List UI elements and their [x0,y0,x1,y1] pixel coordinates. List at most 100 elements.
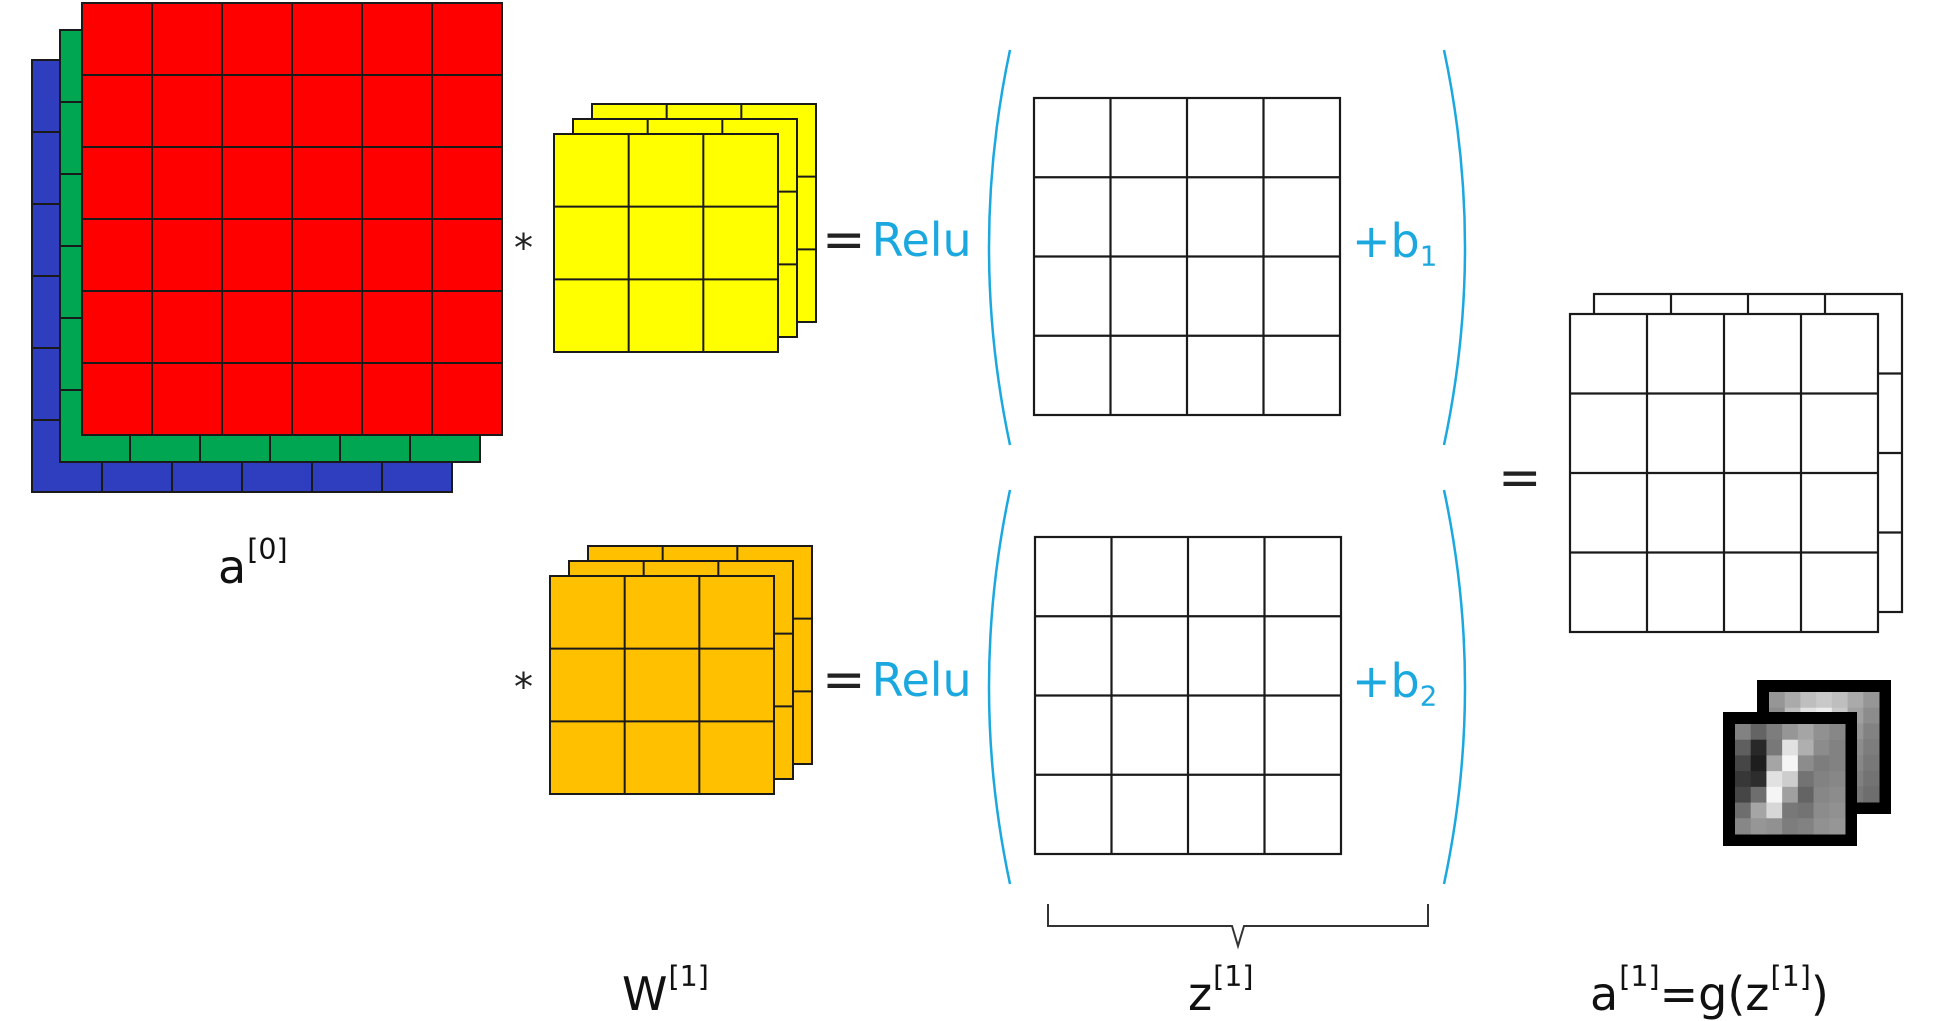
feature-map-thumbnail-front-pixel [1829,802,1846,819]
bias-term-1: +b1 [1352,214,1437,272]
feature-map-thumbnail-front-pixel [1782,724,1799,741]
feature-map-thumbnail-front-pixel [1766,771,1783,788]
feature-map-thumbnail-front-pixel [1813,755,1830,772]
z-label-sup: [1] [1213,960,1254,993]
feature-map-thumbnail-front-pixel [1735,755,1752,772]
feature-map-thumbnail-front-pixel [1782,802,1799,819]
feature-map-thumbnail-front-pixel [1797,755,1815,772]
feature-map-thumbnail-front-pixel [1735,786,1752,804]
feature-map-thumbnail-front-pixel [1750,802,1767,819]
relu-label-2: Relu [871,653,972,707]
feature-map-thumbnail-back-pixel [1769,692,1786,709]
feature-map-thumbnail-front-pixel [1829,818,1846,835]
equals-sign-1: = [822,210,866,270]
bias-prefix-1: +b [1352,214,1420,268]
relu-expression-1: = Relu [822,214,972,266]
z-grid-1 [1032,96,1342,417]
feature-map-thumbnail-back-pixel [1831,692,1849,709]
feature-map-thumbnail-front-pixel [1750,755,1767,772]
feature-map-thumbnail-back-pixel [1863,692,1880,709]
feature-map-thumbnail-front-pixel [1766,818,1783,835]
feature-map-thumbnail-front-pixel [1829,755,1846,772]
feature-map-thumbnail-front-pixel [1735,802,1752,819]
feature-map-thumbnail-back-pixel [1800,692,1817,709]
relu-expression-2: = Relu [822,654,972,706]
feature-map-thumbnail-front-pixel [1735,818,1752,835]
feature-map-thumbnail-front-pixel [1797,802,1815,819]
feature-map-thumbnail-front-pixel [1797,771,1815,788]
feature-map-thumbnail-front-pixel [1797,786,1815,804]
feature-map-thumbnail-front-pixel [1813,802,1830,819]
right-paren-2 [1442,489,1467,885]
weights-label-base: W [622,967,668,1021]
feature-map-thumbnail-back-pixel [1863,739,1880,756]
z-grid-2 [1033,535,1343,856]
activation-label-sup: [1] [1619,960,1660,993]
feature-map-thumbnail-front-pixel [1829,739,1846,756]
z-label-base: z [1188,967,1213,1021]
feature-map-thumbnail-back-pixel [1816,692,1833,709]
equals-sign-2: = [822,650,866,710]
feature-map-thumbnail-front-pixel [1782,755,1799,772]
z-brace [1047,904,1429,950]
feature-map-thumbnail-front-pixel [1735,771,1752,788]
feature-map-thumbnail-back-pixel [1863,723,1880,740]
activation-label: a[1]=g(z[1]) [1590,960,1829,1021]
convolution-operator-1: * [514,226,533,270]
feature-map-thumbnail-back-pixel [1863,786,1880,803]
feature-map-thumbnail-front-pixel [1813,771,1830,788]
feature-map-thumbnail-front-pixel [1766,786,1783,804]
feature-map-thumbnail-front-pixel [1782,739,1799,756]
feature-map-thumbnail-front-pixel [1813,818,1830,835]
feature-map-thumbnail-front-pixel [1829,786,1846,804]
feature-map-thumbnail-front-pixel [1766,739,1783,756]
feature-map-thumbnail-front-pixel [1829,771,1846,788]
feature-map-thumbnail-front-pixel [1782,818,1799,835]
feature-map-thumbnail-front-pixel [1782,786,1799,804]
right-paren-1 [1442,49,1467,446]
left-paren-1 [987,49,1012,446]
feature-map-thumbnail-front-pixel [1797,724,1815,741]
convolution-operator-2: * [514,665,533,709]
feature-map-thumbnail-front-pixel [1750,739,1767,756]
input-label-base: a [218,540,247,595]
activation-label-end: ) [1810,967,1829,1021]
activation-label-base: a [1590,967,1619,1021]
input-volume-label: a[0] [218,533,288,594]
left-paren-2 [987,489,1012,885]
bias-sub-2: 2 [1419,679,1438,713]
feature-map-thumbnail-front [1723,712,1857,846]
filter-1-slice-frame [553,133,779,353]
bias-term-2: +b2 [1352,654,1437,712]
weights-label-sup: [1] [668,960,709,993]
feature-map-thumbnail-front-pixel [1829,724,1846,741]
feature-map-thumbnail-front-pixel [1797,818,1815,835]
weights-label: W[1] [622,960,709,1021]
filter-2-slice-frame [549,575,775,795]
feature-map-thumbnail-front-pixel [1766,802,1783,819]
bias-sub-1: 1 [1419,239,1438,273]
input-label-sup: [0] [247,533,288,566]
input-channel-red [81,2,503,436]
feature-map-thumbnail-back-pixel [1863,770,1880,787]
feature-map-thumbnail-front-pixel [1782,771,1799,788]
feature-map-thumbnail-front-pixel [1735,739,1752,756]
feature-map-thumbnail-front-pixel [1735,724,1752,741]
feature-map-thumbnail-front-pixel [1766,724,1783,741]
feature-map-thumbnail-front-pixel [1813,724,1830,741]
feature-map-thumbnail-front-pixel [1813,739,1830,756]
filter-2-slice [549,575,775,795]
feature-map-thumbnail-front-pixel [1750,724,1767,741]
feature-map-thumbnail-front-pixel [1813,786,1830,804]
feature-map-thumbnail-front-pixel [1750,818,1767,835]
activation-label-mid: =g(z [1659,967,1770,1021]
bias-prefix-2: +b [1352,654,1420,708]
filter-1-slice [553,133,779,353]
activation-label-sup2: [1] [1770,960,1811,993]
feature-map-thumbnail-front-pixel [1766,755,1783,772]
z-label: z[1] [1188,960,1254,1021]
feature-map-thumbnail-front-pixel [1750,771,1767,788]
feature-map-thumbnail-front-pixel [1797,739,1815,756]
